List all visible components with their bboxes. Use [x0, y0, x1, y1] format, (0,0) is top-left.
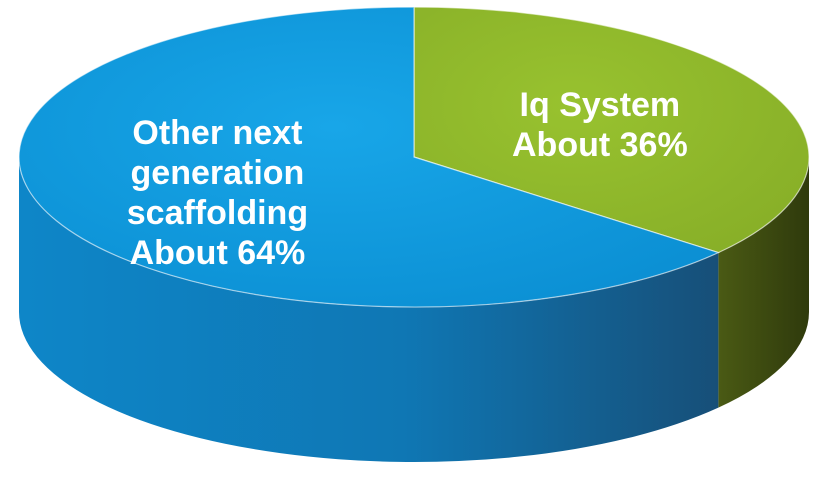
slice-label-line: About 36% — [512, 126, 688, 164]
pie-slice-iq-system — [413, 6, 810, 254]
slice-label-line: scaffolding — [127, 194, 308, 232]
slice-label-line: Other next — [132, 114, 302, 152]
pie-side-other-next-generation-scaffolding — [19, 157, 719, 463]
slice-label-other-next-generation-scaffolding: Other next generation scaffolding About 64% — [127, 114, 308, 272]
slice-label-line: About 64% — [130, 234, 306, 272]
slice-label-line: generation — [131, 154, 305, 192]
pie-side-iq-system — [718, 157, 809, 408]
pie-slice-other-next-generation-scaffolding — [18, 6, 721, 308]
slice-label-line: Iq System — [520, 86, 681, 124]
slice-label-iq-system: Iq System About 36% — [512, 86, 688, 164]
